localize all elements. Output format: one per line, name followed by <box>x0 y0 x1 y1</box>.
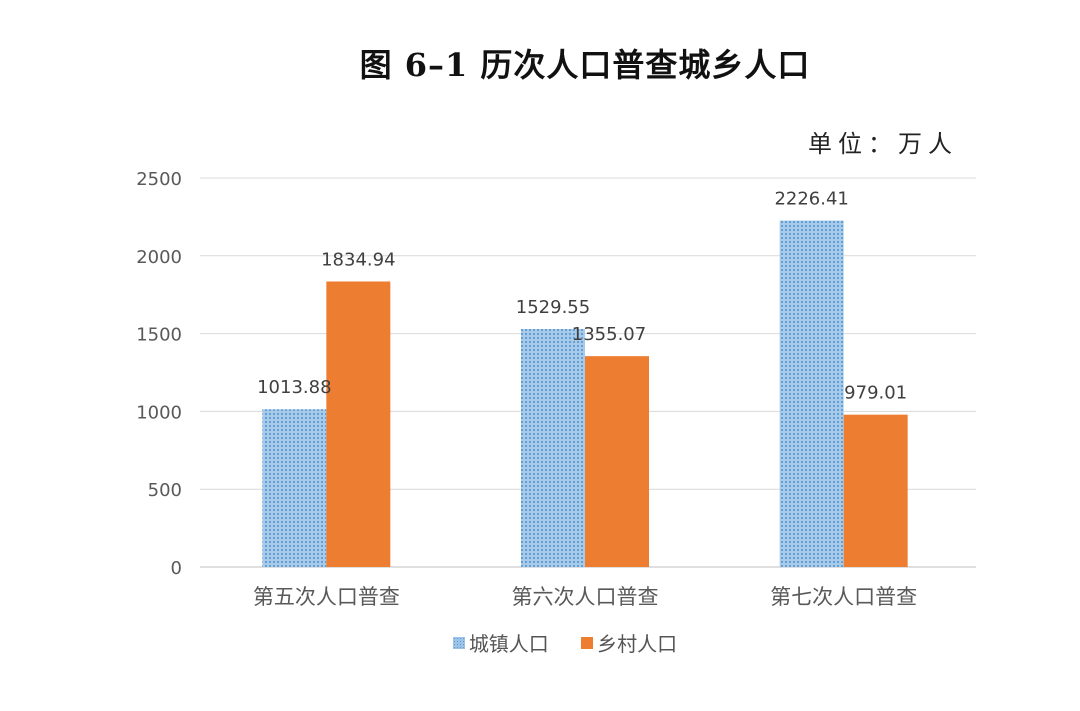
legend-swatch-rural <box>581 636 594 649</box>
y-tick-label: 0 <box>171 558 182 579</box>
bars <box>262 220 908 567</box>
bar-rural <box>326 281 391 567</box>
legend-label-rural: 乡村人口 <box>597 632 678 656</box>
data-label: 1355.07 <box>572 324 646 345</box>
legend: 城镇人口 乡村人口 <box>0 628 1080 657</box>
y-tick-label: 2000 <box>136 247 182 268</box>
legend-swatch-urban <box>452 636 465 649</box>
bar-urban <box>779 220 844 567</box>
x-category-label: 第七次人口普查 <box>770 585 917 609</box>
bar-rural <box>585 356 649 567</box>
x-category-label: 第六次人口普查 <box>512 585 659 609</box>
y-axis-ticks: 0 500 1000 1500 2000 2500 <box>136 169 182 579</box>
legend-label-urban: 城镇人口 <box>468 632 549 656</box>
x-category-label: 第五次人口普查 <box>253 585 400 609</box>
legend-item-urban: 城镇人口 <box>452 628 549 657</box>
legend-item-rural: 乡村人口 <box>581 628 677 657</box>
y-tick-label: 500 <box>148 480 182 501</box>
data-label: 1013.88 <box>257 377 331 398</box>
chart-title: 图 6–1 历次人口普查城乡人口 <box>359 46 811 84</box>
bar-urban <box>521 329 585 567</box>
data-label: 1529.55 <box>516 297 590 318</box>
data-labels: 1013.88 1834.94 1529.55 1355.07 2226.41 979.0… <box>257 189 907 404</box>
y-tick-label: 1500 <box>136 325 182 346</box>
x-axis-categories: 第五次人口普查 第六次人口普查 第七次人口普查 <box>253 585 917 609</box>
bar-urban <box>262 409 327 567</box>
y-tick-label: 2500 <box>136 169 182 190</box>
unit-label: 单位：万人 <box>808 130 958 158</box>
data-label: 979.01 <box>844 383 907 404</box>
y-tick-label: 1000 <box>136 402 182 423</box>
data-label: 1834.94 <box>321 249 395 270</box>
bar-rural <box>843 414 908 567</box>
data-label: 2226.41 <box>774 189 848 210</box>
